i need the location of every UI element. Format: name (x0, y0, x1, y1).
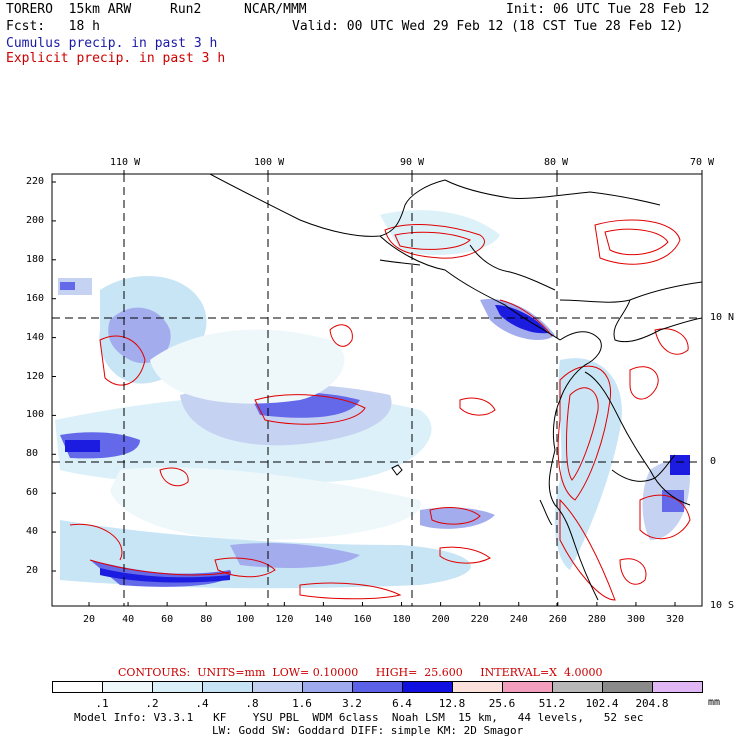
legend-swatch (602, 681, 653, 693)
y-label: 220 (26, 176, 45, 187)
legend-level: 25.6 (488, 697, 516, 710)
coastline (209, 174, 702, 601)
x-label: 220 (470, 614, 489, 625)
x-label: 20 (83, 614, 96, 625)
y-label: 120 (26, 370, 45, 382)
lon-label: 70 W (690, 157, 715, 168)
y-label: 160 (26, 292, 45, 304)
y-label: 40 (26, 526, 39, 538)
valid-time: Valid: 00 UTC Wed 29 Feb 12 (18 CST Tue … (292, 19, 684, 34)
legend-level: 204.8 (635, 697, 669, 710)
legend-level: .1 (95, 697, 109, 710)
legend-level: 12.8 (438, 697, 466, 710)
model-info-line2: LW: Godd SW: Goddard DIFF: simple KM: 2D… (212, 724, 524, 737)
legend-swatch (102, 681, 153, 693)
legend-unit: mm (708, 697, 721, 708)
y-label: 100 (26, 409, 45, 421)
legend-swatch (652, 681, 703, 693)
org-label: NCAR/MMM (244, 2, 307, 17)
lat-label: 10 N (710, 312, 735, 323)
contour-interval: INTERVAL=X 4.0000 (480, 666, 603, 679)
legend-swatch (202, 681, 253, 693)
legend-swatch (302, 681, 353, 693)
lon-label: 90 W (400, 157, 425, 168)
y-label: 140 (26, 331, 45, 343)
lat-label: 10 S (710, 600, 735, 611)
x-label: 60 (161, 614, 174, 625)
legend-swatch (252, 681, 303, 693)
legend-swatch (152, 681, 203, 693)
legend-swatch (502, 681, 553, 693)
x-label: 320 (666, 614, 685, 625)
legend-swatch (52, 681, 103, 693)
x-label: 260 (548, 614, 567, 625)
legend-level: 6.4 (392, 697, 412, 710)
model-title: TORERO 15km ARW (6, 2, 132, 17)
contour-low: LOW= 0.10000 (272, 666, 359, 679)
legend-level: 51.2 (538, 697, 566, 710)
init-time: Init: 06 UTC Tue 28 Feb 12 (506, 2, 710, 17)
contour-info: CONTOURS: UNITS=mm LOW= 0.10000 HIGH= 25… (118, 666, 602, 679)
legend-level: 102.4 (585, 697, 619, 710)
x-label: 80 (200, 614, 213, 625)
legend-level: .4 (195, 697, 209, 710)
model-info-line1: Model Info: V3.3.1 KF YSU PBL WDM 6class… (74, 711, 644, 724)
legend-swatch (352, 681, 403, 693)
plot-frame (51, 173, 703, 607)
field-cumulus: Cumulus precip. in past 3 h (6, 36, 218, 51)
explicit-precip-contours (69, 219, 691, 601)
cumulus-precip-shading (55, 210, 690, 589)
lat-label: 0 (710, 456, 717, 467)
y-label: 80 (26, 448, 39, 460)
x-label: 140 (314, 614, 333, 625)
lon-label: 100 W (254, 157, 285, 168)
lon-label: 80 W (544, 157, 569, 168)
x-label: 300 (626, 614, 645, 625)
contour-units: UNITS=mm (197, 666, 266, 679)
legend-swatch (552, 681, 603, 693)
contour-label: CONTOURS: (118, 666, 191, 679)
x-label: 180 (392, 614, 411, 625)
run-label: Run2 (170, 2, 202, 17)
x-label: 160 (353, 614, 372, 625)
legend-level: .8 (245, 697, 259, 710)
legend-swatch (452, 681, 503, 693)
y-label: 60 (26, 487, 39, 499)
graticule (52, 174, 702, 606)
x-label: 200 (431, 614, 450, 625)
legend-level: 3.2 (342, 697, 362, 710)
x-label: 240 (509, 614, 528, 625)
y-label: 200 (26, 214, 45, 226)
y-label: 20 (26, 565, 39, 576)
legend-level: .2 (145, 697, 159, 710)
contour-high: HIGH= 25.600 (375, 666, 463, 679)
legend-level: 1.6 (292, 697, 312, 710)
x-label: 40 (122, 614, 135, 625)
forecast-hour: Fcst: 18 h (6, 19, 100, 34)
lon-label: 110 W (110, 157, 141, 168)
x-label: 100 (236, 614, 255, 625)
x-label: 280 (587, 614, 606, 625)
y-label: 180 (26, 253, 45, 265)
field-explicit: Explicit precip. in past 3 h (6, 51, 226, 66)
x-label: 120 (275, 614, 294, 625)
legend-swatch (402, 681, 453, 693)
